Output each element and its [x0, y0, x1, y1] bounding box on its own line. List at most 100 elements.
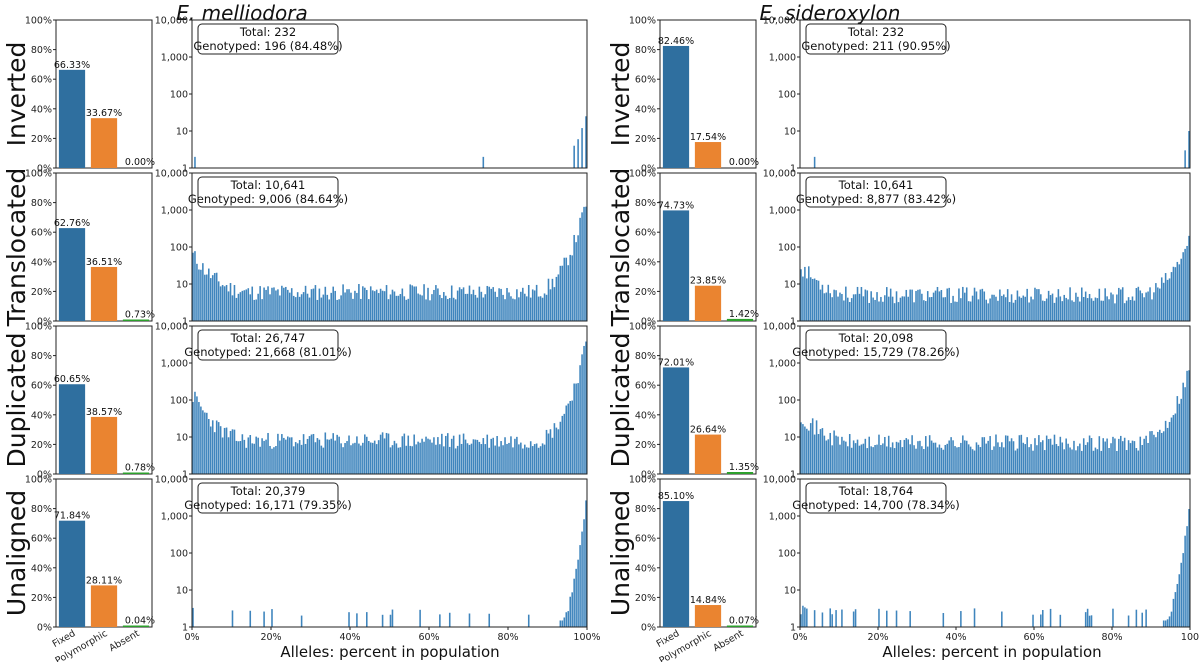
- histogram-bin: [585, 206, 587, 321]
- histogram-bin: [800, 614, 802, 627]
- y-tick-label: 100%: [25, 475, 52, 486]
- histogram-bin: [1118, 438, 1120, 474]
- histogram-bin: [281, 434, 283, 474]
- histogram-bin: [381, 614, 384, 627]
- histogram-bin: [539, 446, 542, 474]
- histogram-bin: [225, 285, 228, 321]
- histogram-bin: [352, 298, 354, 321]
- histogram-bin: [1129, 299, 1132, 321]
- histogram-bin: [358, 284, 360, 321]
- row-label: Inverted: [2, 42, 31, 147]
- histogram-bin: [1028, 447, 1030, 474]
- histogram-bin: [845, 441, 847, 474]
- bar-polymorphic: [694, 142, 722, 168]
- histogram-bin: [895, 610, 898, 627]
- histogram-bin: [856, 439, 859, 474]
- histogram-bin: [1188, 509, 1190, 627]
- y-tick-label: 10: [176, 586, 188, 597]
- histogram-bin: [897, 442, 900, 474]
- total-count: Total: 20,098: [838, 331, 914, 345]
- histogram-bin: [1034, 287, 1036, 321]
- histogram-bin: [1160, 432, 1163, 474]
- histogram-bin: [913, 445, 915, 474]
- histogram-bin: [488, 447, 491, 474]
- histogram-bin: [221, 437, 224, 474]
- histogram-bin: [247, 288, 250, 321]
- histogram-bin: [208, 268, 210, 321]
- histogram-bin: [482, 438, 485, 474]
- y-tick-label: 1: [790, 164, 796, 175]
- histogram-bin: [460, 289, 463, 321]
- histogram-bin: [1118, 287, 1120, 321]
- histogram-bin: [1053, 434, 1056, 474]
- histogram-bin: [895, 441, 898, 474]
- histogram-bin: [468, 613, 471, 627]
- histogram-bin: [194, 156, 196, 168]
- histogram-bin: [1131, 296, 1134, 321]
- histogram-bin: [259, 446, 261, 474]
- histogram-bin: [360, 445, 362, 474]
- y-tick-label: 0%: [641, 623, 656, 634]
- histogram-bin: [973, 287, 976, 321]
- histogram-bin: [439, 444, 441, 474]
- histogram-bin: [1110, 443, 1112, 474]
- histogram-bin: [1110, 292, 1112, 321]
- x-tick-label: 40%: [339, 632, 360, 643]
- histogram-bin: [571, 400, 573, 474]
- histogram-bin: [209, 426, 212, 474]
- histogram-bin: [1053, 302, 1056, 321]
- histogram-bin: [884, 295, 886, 321]
- histogram-bin: [999, 446, 1001, 474]
- histogram-bin: [379, 288, 382, 321]
- histogram-bin: [866, 448, 869, 474]
- histogram-bin: [897, 302, 900, 321]
- histogram-bin: [870, 446, 872, 474]
- y-tick-label: 100: [170, 243, 188, 254]
- row-label: Duplicated: [606, 333, 635, 468]
- histogram-bin: [496, 436, 498, 474]
- histogram-bin: [1090, 615, 1093, 627]
- histogram-bin: [1188, 235, 1190, 321]
- total-count: Total: 232: [847, 25, 904, 39]
- histogram-bin: [989, 298, 991, 321]
- histogram-bin: [529, 441, 532, 474]
- histogram-bin: [950, 302, 952, 321]
- histogram-bin: [848, 434, 851, 474]
- y-tick-label: 100%: [25, 169, 52, 180]
- y-tick-label: 40%: [635, 410, 656, 421]
- histogram-bin: [269, 294, 271, 321]
- histogram-bin: [415, 444, 417, 474]
- histogram-bin: [245, 447, 248, 474]
- histogram-bin: [391, 609, 394, 627]
- bar-polymorphic: [694, 434, 722, 474]
- histogram-bin: [1040, 442, 1042, 474]
- histogram-bin: [880, 445, 882, 474]
- category-label: Absent: [107, 628, 141, 654]
- histogram-bin: [1178, 264, 1181, 321]
- histogram-bin: [1108, 448, 1110, 474]
- bar-value-label: 72.01%: [658, 357, 694, 368]
- histogram-bin: [316, 438, 319, 474]
- histogram-bin: [1036, 289, 1038, 321]
- histogram-bin: [839, 292, 841, 321]
- histogram-bin: [1176, 261, 1179, 321]
- histogram-bin: [249, 435, 252, 474]
- histogram-bin: [310, 289, 313, 321]
- histogram-bin: [273, 287, 275, 321]
- histogram-bin: [1016, 290, 1019, 321]
- histogram-bin: [393, 440, 396, 474]
- histogram-bin: [253, 443, 255, 474]
- histogram-bin: [868, 302, 870, 321]
- histogram-bin: [905, 438, 908, 474]
- x-tick-label: 20%: [260, 632, 281, 643]
- histogram-bin: [583, 345, 585, 474]
- histogram-bin: [1016, 448, 1019, 474]
- histogram-bin: [358, 443, 360, 474]
- histogram-bin: [1137, 286, 1140, 321]
- histogram-bin: [971, 449, 974, 474]
- histogram-bin: [1096, 298, 1099, 321]
- row-label: Duplicated: [2, 333, 31, 468]
- y-tick-label: 10: [784, 586, 796, 597]
- histogram-bin: [1104, 441, 1106, 474]
- histogram-bin: [975, 291, 978, 321]
